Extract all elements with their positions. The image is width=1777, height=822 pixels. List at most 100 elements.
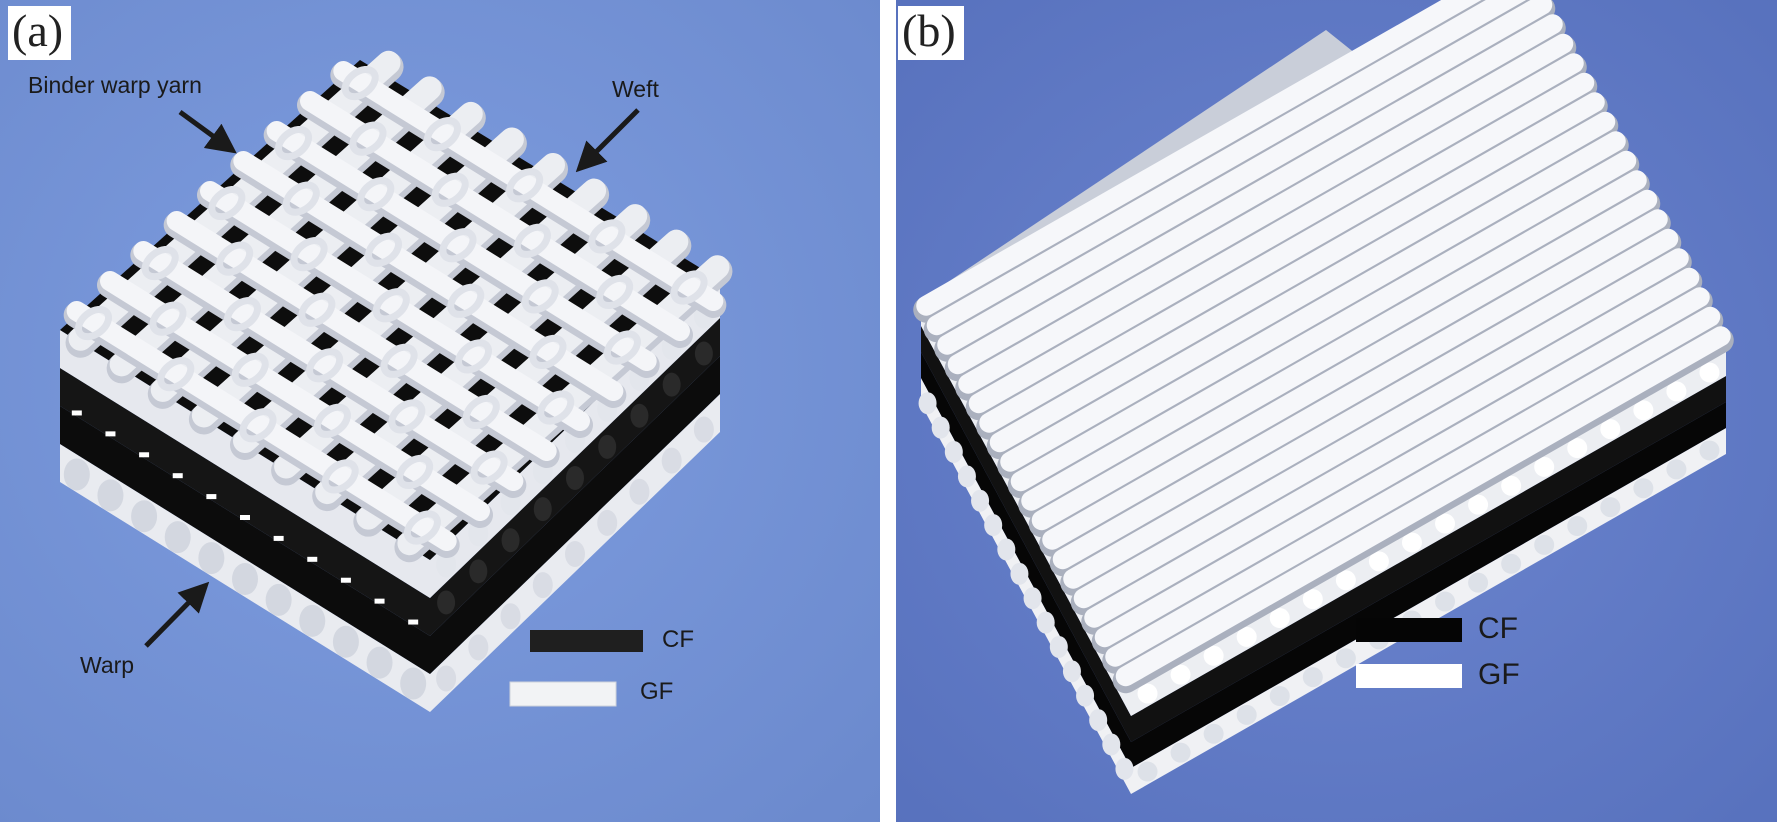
cf-yarn-end [105,431,116,437]
panel-b-illustration [896,0,1777,822]
binder-loop [239,408,277,443]
warp-yarn-end [944,440,963,463]
weft-yarn-end [1699,440,1720,461]
gf-rod [1042,189,1658,550]
legend-cf-label: CF [662,626,694,653]
gf-rod [1052,209,1668,570]
warp-yarn-end [997,538,1016,561]
gf-rod [968,53,1584,414]
cf-yarn-end [437,590,456,615]
warp-label: Warp [80,652,135,678]
binder-warp-yarn-label: Binder warp yarn [28,72,202,98]
weft-yarn-end [1633,478,1654,499]
binder-loop [588,219,626,254]
binder-loop [223,297,261,332]
weft-yarn-end [1501,553,1522,574]
weft-yarn-end [1501,475,1522,496]
binder-loop [455,339,493,374]
weft-yarn-end [500,603,521,630]
warp-yarn-end [299,604,326,637]
legend-swatch-gf [1356,664,1462,688]
panel-b-tag: (b) [898,6,964,60]
binder-loop [231,352,269,387]
binder-loop [388,399,426,434]
legend-swatch-cf [530,630,643,652]
warp-yarn-end [1115,757,1134,780]
warp-yarn-end [984,514,1003,537]
cf-yarn-end [533,497,552,522]
warp-yarn-end [1010,562,1029,585]
gf-rod [926,0,1527,336]
warp-yarn-end [1036,611,1055,634]
binder-warp-yarn [66,301,457,551]
cf-yarn-end [598,434,617,459]
weft-yarn-end [1699,362,1720,383]
warp-yarn-end [131,500,158,533]
weft-yarn-end [1600,419,1621,440]
cf-yarn-end [340,577,351,583]
weft-yarn-end [1269,686,1290,706]
gf-rod [1021,150,1637,511]
legend-swatch-cf [1356,618,1462,642]
weft-yarn-end [693,416,714,443]
cf-yarn-end [374,598,385,604]
cf-layer-front [60,406,430,674]
weft-yarn-end [532,572,553,599]
weft-yarn-end [1137,761,1158,782]
binder-loop [380,343,418,378]
binder-loop [341,65,379,101]
binder-loop [349,121,387,156]
weft-yarn-end [1534,456,1555,477]
binder-loop [365,232,403,267]
legend-gf-label: GF [640,678,674,705]
weft-yarn-end [1302,589,1323,610]
gf-rod [1115,326,1731,687]
binder-loop [306,348,344,383]
cf-layer-side [1131,402,1726,768]
weft-yarn-end [597,509,618,536]
weft-yarn-end [1401,532,1422,553]
warp-yarn-end [1089,709,1108,732]
weft-yarn-end [629,478,650,505]
cf-yarn-end [206,494,217,500]
weft-yarn-end [1236,626,1257,647]
warp-yarn-end [63,458,90,491]
binder-loop [149,301,187,336]
panel-a: (a) Binder warp yarn Weft Warp CF GF [0,0,880,822]
binder-warp-yarn [333,61,724,311]
cf-yarn-end [307,556,318,562]
gf-rod [1010,131,1626,492]
binder-loop [275,125,313,161]
weft-label: Weft [612,76,659,102]
binder-loop [216,241,254,276]
cf-yarn-end [408,619,419,625]
weft-yarn-end [1335,648,1356,669]
binder-loop [439,228,477,263]
binder-loop [431,172,469,207]
cf-yarn-end [139,452,150,458]
weft-yarn-end [1633,400,1654,421]
cf-yarn-end [630,403,649,428]
warp-yarn-end [366,646,393,679]
warp-yarn-end [957,465,976,488]
warp-yarn-end [1102,733,1121,756]
cf-yarn-end [469,559,488,584]
warp-yarn-end [971,489,990,512]
weft-yarn-end [1170,742,1191,763]
binder-loop [298,292,336,327]
gf-rod [937,0,1553,355]
binder-warp-yarn [300,91,690,341]
cf-layer-front [60,368,430,636]
cf-layer-front [921,326,1131,742]
warp-yarn-end [918,392,937,415]
warp-yarn-end [400,667,427,700]
weft-yarn-end [1666,381,1687,402]
weft-yarn-end [1567,516,1588,536]
binder-loop [75,305,113,341]
weft-yarn-end [468,634,489,661]
weft-yarn-end [1468,494,1489,515]
gf-rod [1084,267,1700,628]
weft-yarn-end [1203,723,1224,744]
binder-loop [462,394,500,430]
warp-yarn-end [97,479,124,512]
